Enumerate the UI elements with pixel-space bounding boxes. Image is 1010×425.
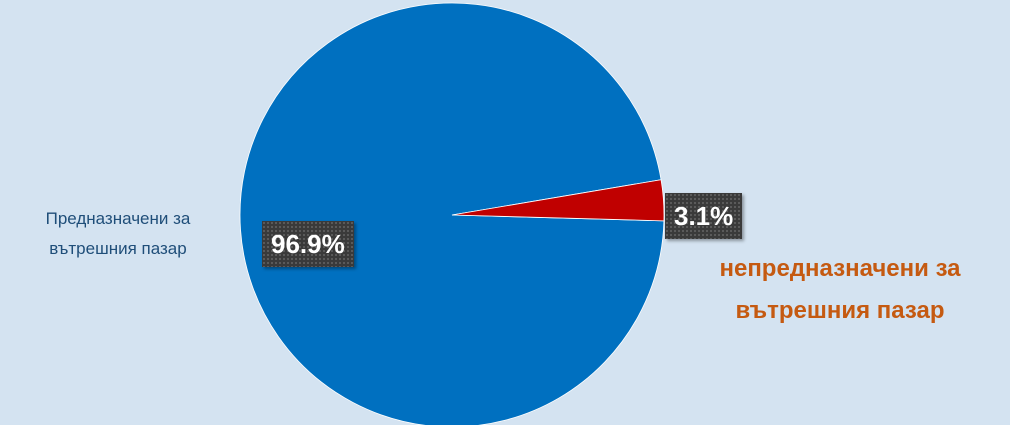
- pie-slice-domestic-market: [239, 2, 665, 425]
- category-label-domestic-line-1: Предназначени за: [45, 209, 191, 228]
- category-label-non-domestic-market: непредназначени за вътрешния пазар: [660, 248, 1010, 332]
- category-label-non-domestic-line-2: вътрешния пазар: [735, 297, 945, 324]
- data-label-domestic-percent: 96.9%: [262, 221, 354, 267]
- category-label-domestic-line-2: вътрешния пазар: [49, 239, 187, 258]
- category-label-non-domestic-line-1: непредназначени за: [719, 255, 961, 282]
- pie-slice-non-domestic-market: [451, 179, 665, 222]
- data-label-non-domestic-percent: 3.1%: [665, 193, 743, 239]
- category-label-domestic-market: Предназначени за вътрешния пазар: [8, 204, 228, 264]
